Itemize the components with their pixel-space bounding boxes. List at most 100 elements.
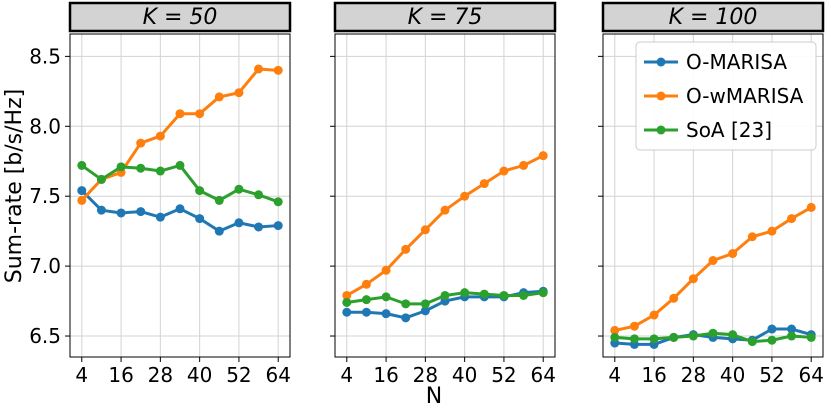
data-point <box>401 299 411 309</box>
legend-item: SoA [23] <box>644 118 772 142</box>
x-tick-label: 16 <box>641 363 666 387</box>
data-point <box>175 160 185 170</box>
data-point <box>519 290 529 300</box>
data-point <box>787 324 797 334</box>
data-point <box>254 64 264 74</box>
data-point <box>787 331 797 341</box>
data-point <box>96 174 106 184</box>
series-o-wmarisa <box>342 151 548 300</box>
data-point <box>767 324 777 334</box>
data-point <box>669 332 679 342</box>
panel-3: K = 100 4 16 28 40 52 64 <box>598 1 825 387</box>
data-point <box>629 334 639 344</box>
data-point <box>342 290 352 300</box>
data-point <box>420 299 430 309</box>
series-soa-23- <box>342 288 548 309</box>
data-point <box>195 214 205 224</box>
series-soa-23- <box>610 328 816 347</box>
panel-strip-title: K = 100 <box>669 5 758 30</box>
data-point <box>155 131 165 141</box>
data-point <box>116 208 126 218</box>
data-point <box>254 190 264 200</box>
plot-frame <box>602 33 824 358</box>
x-tick-label: 4 <box>75 363 88 387</box>
plot-frame <box>334 33 556 358</box>
data-point <box>610 332 620 342</box>
y-tick-label: 7.5 <box>29 184 61 208</box>
data-point <box>649 310 659 320</box>
data-point <box>747 232 757 242</box>
x-tick-label: 16 <box>108 363 133 387</box>
data-point <box>649 334 659 344</box>
data-point <box>136 207 146 217</box>
data-point <box>77 186 87 196</box>
x-tick-label: 64 <box>798 363 823 387</box>
data-point <box>767 335 777 345</box>
data-point <box>688 274 698 284</box>
data-point <box>519 160 529 170</box>
data-point <box>381 309 391 319</box>
data-point <box>401 244 411 254</box>
data-point <box>610 325 620 335</box>
data-point <box>538 288 548 298</box>
panel-strip <box>68 1 292 33</box>
data-point <box>708 328 718 338</box>
x-tick-label: 28 <box>681 363 706 387</box>
data-point <box>342 297 352 307</box>
data-point <box>629 321 639 331</box>
data-point <box>747 337 757 347</box>
data-point <box>116 162 126 172</box>
data-point <box>460 191 470 201</box>
y-tick-label: 8.0 <box>29 114 61 138</box>
data-point <box>234 218 244 228</box>
series-line <box>80 67 279 202</box>
plot-frame <box>69 33 291 358</box>
data-point <box>440 290 450 300</box>
data-point <box>361 279 371 289</box>
y-tick-label: 6.5 <box>29 324 61 348</box>
x-tick-label: 64 <box>530 363 555 387</box>
x-tick-label: 52 <box>226 363 251 387</box>
x-tick-label: 4 <box>608 363 621 387</box>
data-point <box>175 204 185 214</box>
data-point <box>708 256 718 266</box>
series-o-wmarisa <box>77 64 283 205</box>
data-point <box>420 306 430 316</box>
series-soa-23- <box>77 160 283 207</box>
x-tick-label: 40 <box>720 363 745 387</box>
x-tick-label: 28 <box>413 363 438 387</box>
data-point <box>538 151 548 161</box>
legend-swatch-marker <box>656 57 666 67</box>
data-point <box>420 225 430 235</box>
data-point <box>214 92 224 102</box>
legend-item: O-MARISA <box>644 50 787 74</box>
panel-2: K = 75 4 16 28 40 52 64 <box>330 1 557 387</box>
x-tick-label: 28 <box>148 363 173 387</box>
x-tick-label: 52 <box>491 363 516 387</box>
data-point <box>787 214 797 224</box>
data-point <box>728 249 738 259</box>
data-point <box>77 160 87 170</box>
x-axis-label: N <box>426 384 442 409</box>
data-point <box>77 195 87 205</box>
legend-box <box>635 41 817 151</box>
data-point <box>136 138 146 148</box>
x-tick-label: 4 <box>340 363 353 387</box>
x-tick-label: 40 <box>187 363 212 387</box>
data-point <box>195 109 205 119</box>
x-tick-label: 64 <box>265 363 290 387</box>
data-point <box>499 166 509 176</box>
data-point <box>175 109 185 119</box>
series-o-marisa <box>77 186 283 236</box>
panel-strip <box>333 1 557 33</box>
series-line <box>346 154 544 297</box>
data-point <box>155 166 165 176</box>
data-point <box>806 202 816 212</box>
panel-strip-title: K = 75 <box>408 5 483 30</box>
data-point <box>728 330 738 340</box>
data-point <box>136 163 146 173</box>
data-point <box>479 289 489 299</box>
data-point <box>214 226 224 236</box>
data-point <box>806 332 816 342</box>
